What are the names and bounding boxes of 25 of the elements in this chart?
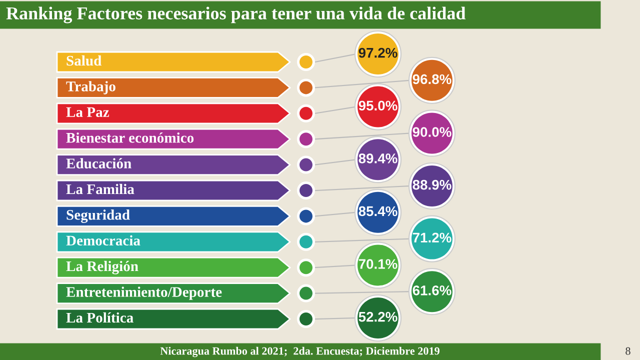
category-label: La Religión: [66, 260, 138, 274]
data-label: 89.4%: [358, 153, 398, 164]
category-label: La Paz: [66, 107, 110, 118]
data-label: 95.0%: [358, 100, 398, 111]
data-label: 88.9%: [412, 180, 452, 190]
category-label: La Familia: [66, 184, 134, 194]
data-label: 97.2%: [358, 48, 398, 58]
text: Ranking Factores necesarios para tener una vida de calidad: [6, 6, 466, 24]
category-label: Educación: [66, 158, 132, 168]
data-label: 71.2%: [412, 232, 452, 242]
category-label: Salud: [66, 55, 102, 66]
data-label: 52.2%: [358, 312, 398, 322]
data-label: 70.1%: [358, 259, 398, 269]
category-label: Bienestar económico: [66, 132, 194, 143]
data-label: 85.4%: [358, 206, 398, 216]
category-label: Seguridad: [66, 210, 130, 223]
text: 8: [626, 347, 630, 355]
category-label: La Política: [66, 312, 134, 323]
category-label: Democracia: [66, 235, 140, 246]
data-label: 90.0%: [412, 127, 452, 137]
text: Nicaragua Rumbo al 2021; 2da. Encuesta; Diciembre 2019: [160, 346, 440, 358]
data-label: 96.8%: [412, 74, 452, 84]
category-label: Entretenimiento/Deporte: [66, 286, 222, 300]
category-label: Trabajo: [66, 81, 116, 94]
data-label: 61.6%: [412, 285, 452, 296]
